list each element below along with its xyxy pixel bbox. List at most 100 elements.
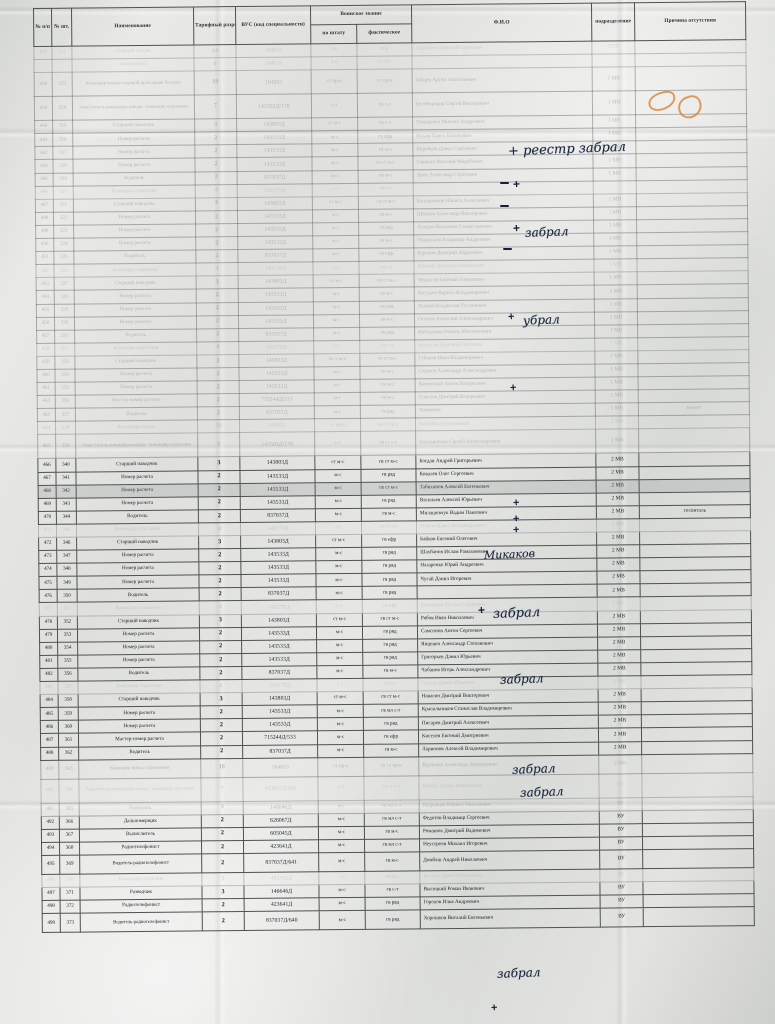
position-number: 354 — [57, 641, 78, 656]
tariff-rank: 2 — [196, 288, 239, 303]
position-number: 332 — [54, 342, 75, 357]
rank-by-staff: м-с — [318, 884, 366, 898]
vus-code: 143533Д — [236, 131, 312, 145]
subunit: 2 МВ — [596, 531, 640, 546]
rank-actual: гв ряд — [361, 546, 417, 561]
vus-code: 104053 — [242, 757, 318, 778]
tariff-rank: 3 — [196, 275, 239, 290]
row-number: 496 — [41, 874, 60, 888]
tariff-rank: 3 — [201, 885, 245, 900]
vus-code: 143533Д — [242, 718, 318, 732]
tariff-rank: 2 — [199, 653, 242, 667]
full-name: Курченко Александр Дмитриевич — [418, 754, 599, 776]
rank-by-staff: с-т — [314, 431, 361, 457]
row-number: 448 — [35, 212, 54, 226]
rank-by-staff: м-с — [312, 222, 359, 236]
position-number: 316 — [52, 133, 73, 147]
subunit: 2 МВ — [597, 662, 641, 677]
subunit: 1 МВ — [593, 193, 637, 207]
vus-code: 143502Д/178 — [236, 94, 312, 119]
rank-actual: гв ст м-с — [359, 274, 415, 288]
absence-reason — [642, 809, 754, 824]
position-number: 372 — [60, 900, 81, 914]
rank-by-staff: м-с — [316, 652, 363, 666]
th-reason: Причина отсутствия — [634, 1, 746, 41]
rank-actual: гв м-с — [358, 169, 414, 184]
rank-by-staff: м-с — [312, 209, 359, 223]
rank-by-staff: ст пр-к — [314, 418, 361, 433]
row-number: 468 — [38, 484, 57, 499]
absence-reason — [638, 388, 750, 403]
tariff-rank: 2 — [201, 814, 244, 828]
rank-actual: гв м-с — [364, 825, 420, 840]
position-number: 362 — [58, 746, 79, 760]
subunit: 2 МВ — [596, 479, 640, 493]
row-number: 486 — [40, 720, 59, 734]
tariff-rank: 2 — [198, 483, 241, 497]
vus-code: 143803Д — [238, 353, 314, 368]
full-name: Зайцев Артём Анатольевич — [412, 67, 593, 94]
tariff-rank: 2 — [196, 367, 240, 382]
position-title: Старший наводчик — [75, 457, 198, 472]
tariff-rank: 4 — [199, 600, 242, 615]
rank-by-staff: п-к — [310, 43, 357, 57]
vus-code: 104016 — [235, 43, 311, 58]
row-number: 438 — [34, 72, 53, 97]
position-number: 344 — [56, 510, 77, 525]
vus-code: 143533Д — [241, 639, 317, 654]
absence-reason — [639, 569, 752, 585]
row-number: 490 — [40, 778, 60, 804]
subunit: 1 МВ — [592, 66, 636, 92]
subunit: 1 МВ — [592, 114, 636, 129]
position-number: 368 — [59, 841, 80, 856]
vus-code: 104016 — [235, 56, 312, 71]
tariff-rank: 2 — [201, 840, 244, 854]
absence-reason — [642, 880, 755, 895]
subunit: 2 МВ — [597, 649, 641, 664]
vus-code: 837037Д — [242, 744, 318, 759]
rank-actual: гв м-с — [358, 234, 414, 249]
position-title: Водитель — [75, 407, 198, 422]
rank-actual: гв ряд — [362, 586, 418, 600]
position-title: Водитель-радиотелефонист — [80, 912, 203, 933]
row-number: 453 — [36, 277, 55, 291]
absence-reason — [636, 231, 748, 246]
rank-by-staff: м-с — [313, 366, 361, 380]
position-title: Разведчик — [79, 801, 202, 816]
subunit: 1 МВ — [592, 141, 636, 155]
row-number: 470 — [38, 511, 57, 525]
rank-actual: гв ефр — [362, 599, 418, 613]
paper-crease — [0, 443, 775, 453]
paper-crease — [0, 800, 775, 810]
rank-by-staff: с-т — [312, 261, 360, 276]
position-title: Номер расчета — [72, 158, 196, 173]
position-title: Заместитель командира взвода - командир … — [75, 433, 198, 459]
position-title: Номер расчета — [77, 640, 200, 655]
absence-reason — [637, 336, 749, 351]
rank-by-staff: с-т — [312, 183, 359, 197]
rank-actual: гв ефр — [357, 130, 413, 144]
row-number: 474 — [38, 563, 57, 577]
row-number: 485 — [40, 707, 59, 721]
absence-reason — [634, 52, 747, 67]
rank-actual: гв ряд — [359, 300, 415, 314]
row-number: 463 — [37, 408, 56, 422]
vus-code: 423641Д — [243, 839, 319, 854]
tariff-rank: 2 — [200, 731, 243, 746]
vus-code: 143170Д — [237, 183, 313, 198]
rank-actual: гв ряд — [363, 717, 419, 731]
rank-actual: гв с-т — [359, 339, 415, 354]
rank-actual: гв ряд — [361, 494, 417, 509]
rank-actual: гв м-с — [358, 208, 414, 223]
rank-by-staff: м-с — [313, 327, 360, 341]
tariff-rank: 8 — [193, 57, 237, 72]
absence-reason — [638, 375, 750, 390]
position-number: 361 — [58, 733, 79, 747]
position-number — [51, 59, 73, 73]
absence-reason — [638, 452, 750, 467]
subunit: ВУ — [599, 836, 643, 851]
rank-actual: гв ст м-с — [360, 455, 416, 469]
position-number: 338 — [55, 421, 76, 435]
position-number: 356 — [57, 668, 78, 682]
position-title: Заместитель — [71, 58, 195, 73]
